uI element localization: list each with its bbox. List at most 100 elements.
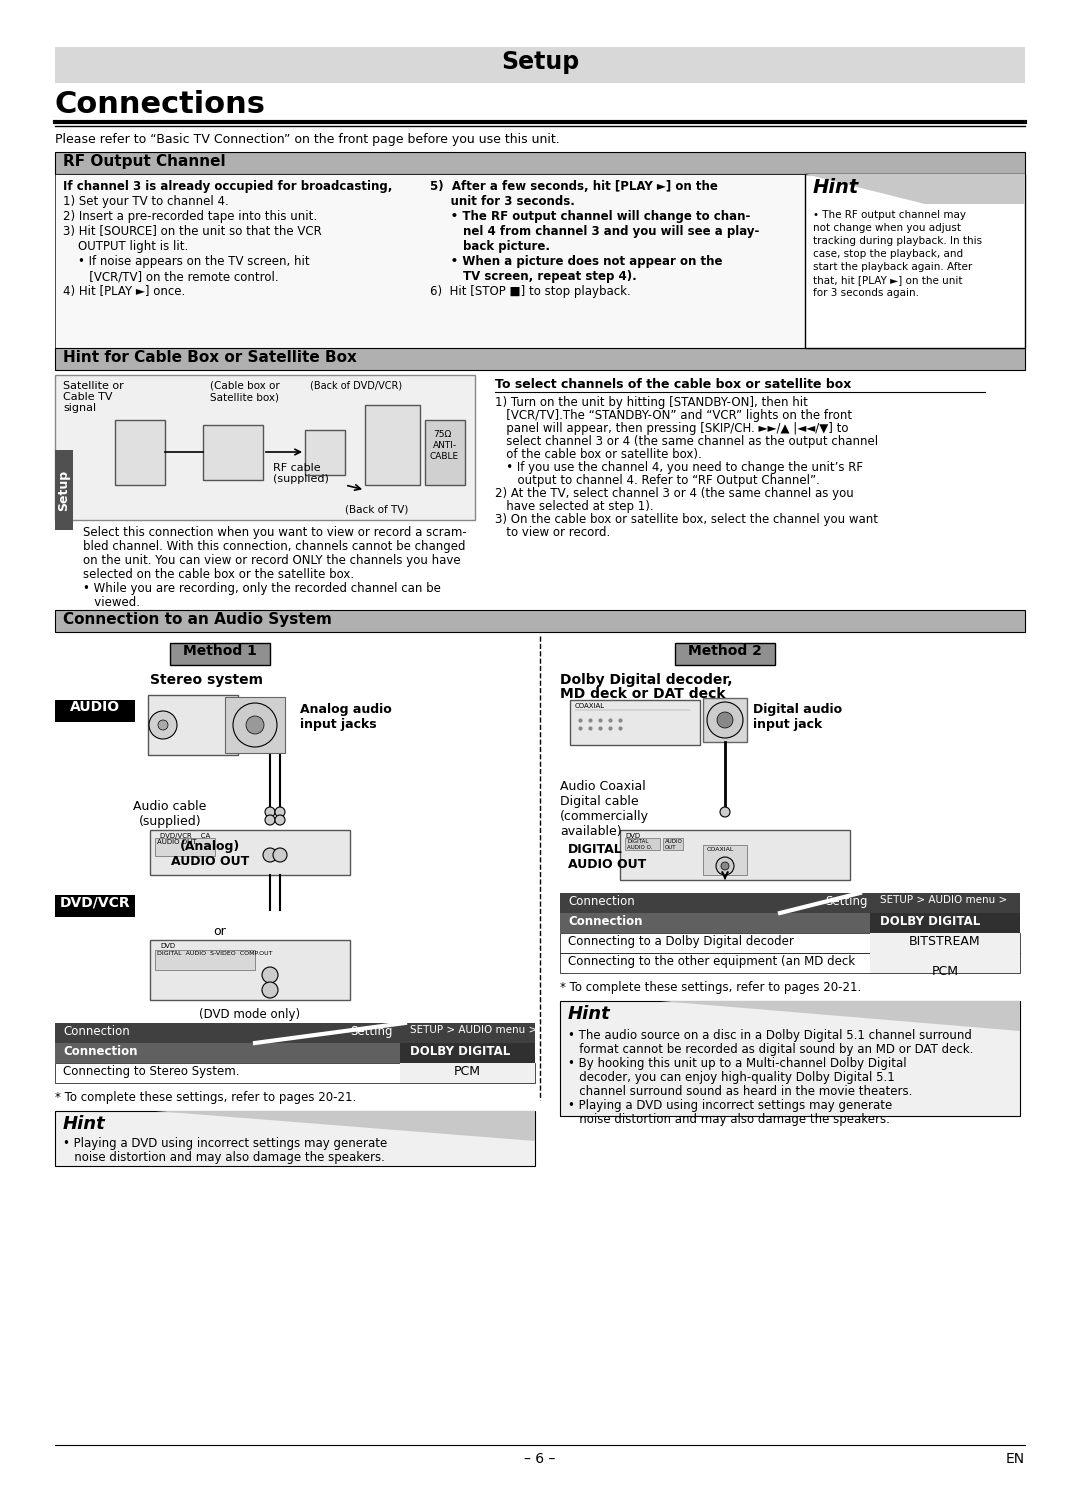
Bar	[870, 913, 1020, 932]
Circle shape	[273, 848, 287, 862]
Text: • When a picture does not appear on the: • When a picture does not appear on the	[430, 254, 723, 268]
Text: Hint: Hint	[63, 1115, 106, 1133]
Text: To select channels of the cable box or satellite box: To select channels of the cable box or s…	[495, 378, 851, 391]
Text: CABLE: CABLE	[429, 452, 458, 461]
Text: Connecting to Stereo System.: Connecting to Stereo System.	[63, 1065, 240, 1078]
Bar	[805, 174, 1025, 348]
Text: 4) Hit [PLAY ►] once.: 4) Hit [PLAY ►] once.	[63, 286, 186, 297]
Circle shape	[721, 862, 729, 870]
Bar	[55, 1111, 535, 1166]
Text: DVD/VCR: DVD/VCR	[59, 895, 131, 909]
Text: OUTPUT light is lit.: OUTPUT light is lit.	[63, 239, 188, 253]
Bar	[55, 375, 475, 520]
Text: 5)  After a few seconds, hit [PLAY ►] on the: 5) After a few seconds, hit [PLAY ►] on …	[430, 180, 718, 193]
Text: signal: signal	[63, 403, 96, 413]
Text: Setting: Setting	[825, 895, 867, 909]
Polygon shape	[55, 1111, 535, 1141]
Text: 1) Turn on the unit by hitting [STANDBY-ON], then hit: 1) Turn on the unit by hitting [STANDBY-…	[495, 396, 808, 409]
Bar	[305, 430, 345, 474]
Text: case, stop the playback, and: case, stop the playback, and	[813, 248, 963, 259]
Text: panel will appear, then pressing [SKIP/CH. ►►/▲ |◄◄/▼] to: panel will appear, then pressing [SKIP/C…	[495, 422, 849, 436]
Text: DIGITAL  AUDIO  S-VIDEO  COMP.OUT: DIGITAL AUDIO S-VIDEO COMP.OUT	[157, 952, 272, 956]
Text: If channel 3 is already occupied for broadcasting,: If channel 3 is already occupied for bro…	[63, 180, 392, 193]
Bar	[426, 419, 465, 485]
Bar	[400, 1063, 535, 1083]
Text: SETUP > AUDIO menu >: SETUP > AUDIO menu >	[880, 895, 1008, 906]
Bar	[561, 1001, 1020, 1117]
Circle shape	[265, 815, 275, 825]
Text: 3) On the cable box or satellite box, select the channel you want: 3) On the cable box or satellite box, se…	[495, 513, 878, 526]
Bar	[55, 174, 1025, 348]
Bar	[625, 839, 660, 851]
Text: Method 1: Method 1	[184, 644, 257, 659]
Text: Hint: Hint	[568, 1005, 611, 1023]
Bar	[55, 451, 73, 529]
Bar	[156, 839, 215, 857]
Text: Hint: Hint	[813, 178, 860, 196]
Bar	[55, 1023, 535, 1042]
Text: MD deck or DAT deck: MD deck or DAT deck	[561, 687, 726, 700]
Text: DVD/VCR    CA: DVD/VCR CA	[160, 833, 211, 839]
Bar	[663, 839, 683, 851]
Bar	[55, 610, 1025, 632]
Text: 75Ω: 75Ω	[433, 430, 451, 439]
Text: Connection: Connection	[63, 1025, 130, 1038]
Circle shape	[720, 807, 730, 816]
Bar	[55, 610, 1025, 632]
Text: • If you use the channel 4, you need to change the unit’s RF: • If you use the channel 4, you need to …	[495, 461, 863, 474]
Text: (Analog)
AUDIO OUT: (Analog) AUDIO OUT	[171, 840, 249, 868]
Bar	[870, 932, 1020, 953]
Circle shape	[264, 848, 276, 862]
Bar	[620, 830, 850, 880]
Bar	[703, 845, 747, 874]
Text: (Back of TV): (Back of TV)	[345, 506, 408, 515]
Text: * To complete these settings, refer to pages 20-21.: * To complete these settings, refer to p…	[561, 981, 861, 993]
Text: Select this connection when you want to view or record a scram-: Select this connection when you want to …	[83, 526, 467, 538]
Text: have selected at step 1).: have selected at step 1).	[495, 500, 653, 513]
Text: Stereo system: Stereo system	[150, 674, 264, 687]
Text: or: or	[214, 925, 227, 938]
Text: [VCR/TV].The “STANDBY-ON” and “VCR” lights on the front: [VCR/TV].The “STANDBY-ON” and “VCR” ligh…	[495, 409, 852, 422]
Text: on the unit. You can view or record ONLY the channels you have: on the unit. You can view or record ONLY…	[83, 555, 461, 567]
Bar	[703, 697, 747, 742]
Text: that, hit [PLAY ►] on the unit: that, hit [PLAY ►] on the unit	[813, 275, 962, 286]
Text: Dolby Digital decoder,: Dolby Digital decoder,	[561, 674, 732, 687]
Text: DVD: DVD	[160, 943, 175, 949]
Polygon shape	[561, 1001, 1020, 1030]
Text: Connecting to the other equipment (an MD deck: Connecting to the other equipment (an MD…	[568, 955, 855, 968]
Text: PCM: PCM	[454, 1065, 481, 1078]
Text: not change when you adjust: not change when you adjust	[813, 223, 961, 233]
Text: • The RF output channel may: • The RF output channel may	[813, 210, 966, 220]
Text: for 3 seconds again.: for 3 seconds again.	[813, 288, 919, 297]
Text: nel 4 from channel 3 and you will see a play-: nel 4 from channel 3 and you will see a …	[430, 225, 759, 238]
Circle shape	[158, 720, 168, 730]
Text: DOLBY DIGITAL: DOLBY DIGITAL	[410, 1045, 510, 1057]
Bar	[55, 48, 1025, 83]
Text: select channel 3 or 4 (the same channel as the output channel: select channel 3 or 4 (the same channel …	[495, 436, 878, 448]
Text: selected on the cable box or the satellite box.: selected on the cable box or the satelli…	[83, 568, 354, 581]
Text: – 6 –: – 6 –	[524, 1451, 556, 1466]
Bar	[55, 895, 135, 917]
Text: decoder, you can enjoy high-quality Dolby Digital 5.1: decoder, you can enjoy high-quality Dolb…	[568, 1071, 894, 1084]
Text: bled channel. With this connection, channels cannot be changed: bled channel. With this connection, chan…	[83, 540, 465, 553]
Text: • If noise appears on the TV screen, hit: • If noise appears on the TV screen, hit	[63, 254, 310, 268]
Circle shape	[275, 807, 285, 816]
Text: to view or record.: to view or record.	[495, 526, 610, 538]
Text: 2) Insert a pre-recorded tape into this unit.: 2) Insert a pre-recorded tape into this …	[63, 210, 318, 223]
Text: Connection: Connection	[568, 915, 643, 928]
Text: PCM: PCM	[931, 965, 959, 978]
Text: * To complete these settings, refer to pages 20-21.: * To complete these settings, refer to p…	[55, 1091, 356, 1103]
Bar	[675, 642, 775, 665]
Text: Connections: Connections	[55, 91, 266, 119]
Text: RF Output Channel: RF Output Channel	[63, 155, 226, 170]
Bar	[55, 1063, 535, 1083]
Circle shape	[262, 981, 278, 998]
Bar	[55, 700, 135, 723]
Text: Connection to an Audio System: Connection to an Audio System	[63, 613, 332, 628]
Text: • Playing a DVD using incorrect settings may generate: • Playing a DVD using incorrect settings…	[568, 1099, 892, 1112]
Text: Setup: Setup	[57, 470, 70, 510]
Bar	[55, 348, 1025, 370]
Text: Connection: Connection	[63, 1045, 137, 1057]
Bar	[561, 913, 1020, 932]
Bar	[570, 700, 700, 745]
